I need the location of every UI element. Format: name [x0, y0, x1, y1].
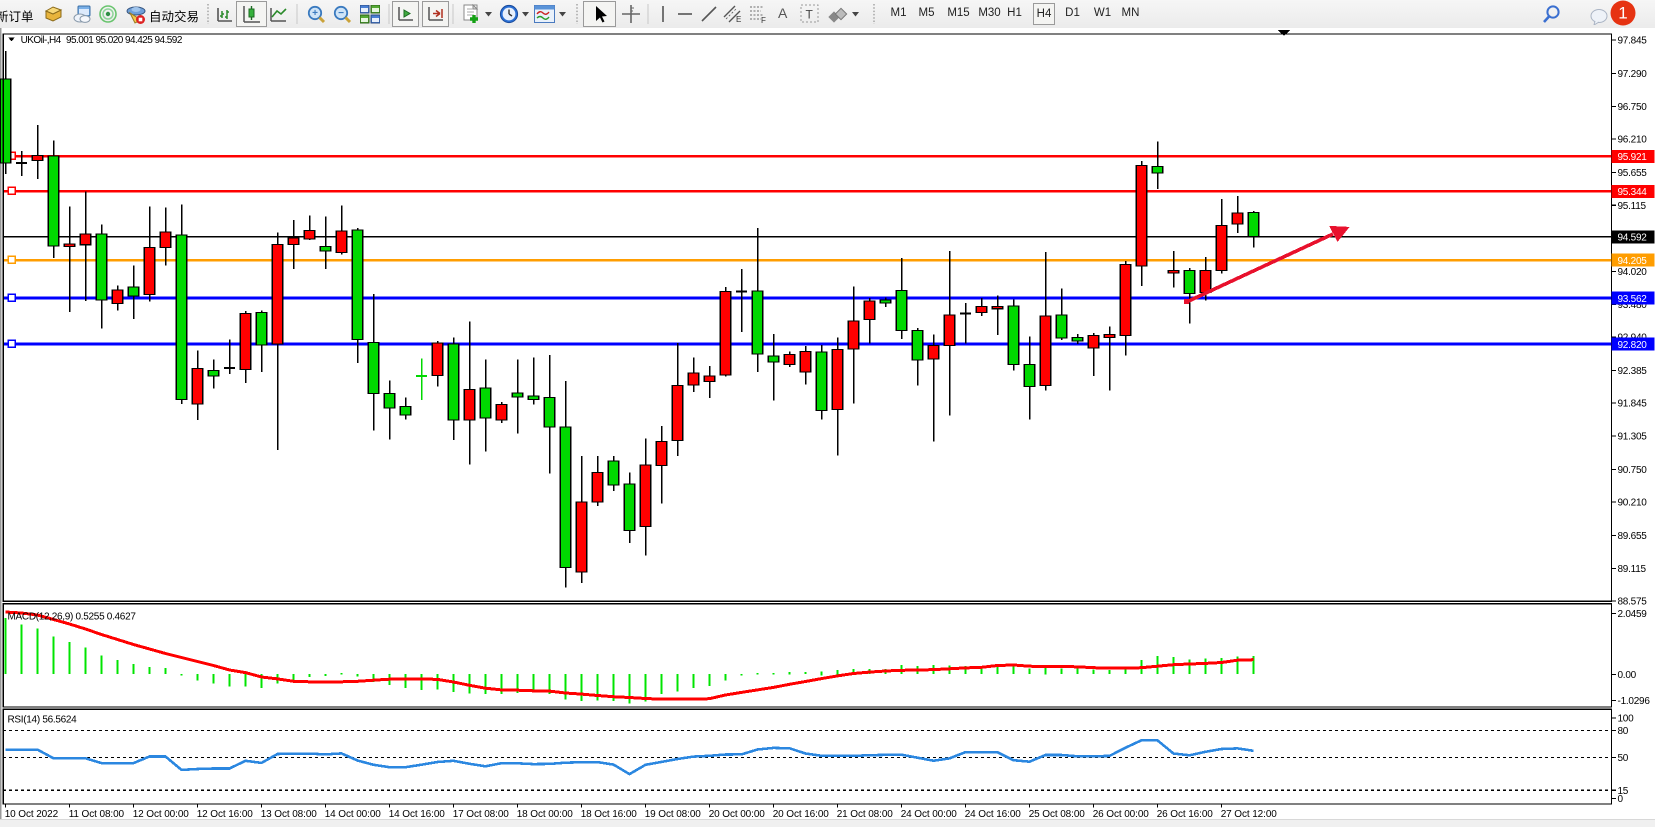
svg-text:100: 100	[1618, 713, 1635, 724]
svg-text:2.0459: 2.0459	[1618, 609, 1648, 620]
svg-text:17 Oct 08:00: 17 Oct 08:00	[453, 809, 510, 820]
svg-text:E: E	[736, 15, 741, 24]
svg-text:95.344: 95.344	[1618, 187, 1648, 198]
svg-text:93.480: 93.480	[1618, 300, 1648, 311]
svg-text:12 Oct 00:00: 12 Oct 00:00	[133, 809, 190, 820]
svg-text:20 Oct 16:00: 20 Oct 16:00	[773, 809, 830, 820]
svg-text:91.305: 91.305	[1618, 431, 1648, 442]
svg-text:14 Oct 00:00: 14 Oct 00:00	[325, 809, 382, 820]
svg-text:T: T	[806, 8, 814, 22]
svg-text:80: 80	[1618, 726, 1629, 737]
svg-text:13 Oct 08:00: 13 Oct 08:00	[261, 809, 318, 820]
svg-text:91.845: 91.845	[1618, 399, 1648, 410]
svg-text:50: 50	[1618, 753, 1629, 764]
svg-text:21 Oct 08:00: 21 Oct 08:00	[837, 809, 894, 820]
svg-text:24 Oct 16:00: 24 Oct 16:00	[965, 809, 1022, 820]
svg-text:1: 1	[1618, 4, 1627, 23]
svg-text:10 Oct 2022: 10 Oct 2022	[5, 809, 59, 820]
svg-text:+: +	[312, 8, 318, 19]
svg-text:94.205: 94.205	[1618, 256, 1648, 267]
svg-text:92.820: 92.820	[1618, 340, 1648, 351]
svg-text:90.750: 90.750	[1618, 465, 1648, 476]
svg-text:97.290: 97.290	[1618, 69, 1648, 80]
svg-text:11 Oct 08:00: 11 Oct 08:00	[69, 809, 125, 820]
svg-text:12 Oct 16:00: 12 Oct 16:00	[197, 809, 254, 820]
svg-text:25 Oct 08:00: 25 Oct 08:00	[1029, 809, 1086, 820]
svg-text:UKOil-,H4: UKOil-,H4	[21, 35, 62, 46]
svg-text:95.655: 95.655	[1618, 168, 1648, 179]
svg-text:88.575: 88.575	[1618, 597, 1648, 608]
svg-text:27 Oct 12:00: 27 Oct 12:00	[1221, 809, 1278, 820]
svg-text:92.385: 92.385	[1618, 366, 1648, 377]
svg-text:0: 0	[1618, 794, 1624, 805]
svg-text:26 Oct 16:00: 26 Oct 16:00	[1157, 809, 1214, 820]
svg-text:−: −	[338, 8, 344, 19]
svg-text:96.750: 96.750	[1618, 102, 1648, 113]
svg-text:26 Oct 00:00: 26 Oct 00:00	[1093, 809, 1150, 820]
svg-text:F: F	[761, 16, 766, 24]
svg-text:94.020: 94.020	[1618, 267, 1648, 278]
svg-text:97.845: 97.845	[1618, 36, 1648, 47]
svg-text:20 Oct 00:00: 20 Oct 00:00	[709, 809, 766, 820]
svg-text:-1.0296: -1.0296	[1618, 696, 1651, 707]
svg-text:89.655: 89.655	[1618, 531, 1648, 542]
svg-text:90.210: 90.210	[1618, 498, 1648, 509]
svg-text:18 Oct 00:00: 18 Oct 00:00	[517, 809, 574, 820]
svg-text:95.115: 95.115	[1618, 201, 1647, 212]
svg-text:24 Oct 00:00: 24 Oct 00:00	[901, 809, 958, 820]
svg-text:94.592: 94.592	[1618, 233, 1648, 244]
svg-text:93.562: 93.562	[1618, 294, 1648, 305]
svg-text:19 Oct 08:00: 19 Oct 08:00	[645, 809, 702, 820]
svg-text:15: 15	[1618, 786, 1629, 797]
svg-text:14 Oct 16:00: 14 Oct 16:00	[389, 809, 446, 820]
svg-text:95.921: 95.921	[1618, 152, 1648, 163]
svg-text:MACD(12,26,9) 0.5255 0.4627: MACD(12,26,9) 0.5255 0.4627	[8, 612, 137, 623]
svg-text:0.00: 0.00	[1618, 670, 1637, 681]
svg-text:95.001 95.020 94.425 94.592: 95.001 95.020 94.425 94.592	[66, 35, 183, 46]
svg-text:RSI(14) 56.5624: RSI(14) 56.5624	[8, 715, 78, 726]
svg-text:96.210: 96.210	[1618, 135, 1648, 146]
svg-text:89.115: 89.115	[1618, 564, 1647, 575]
svg-text:18 Oct 16:00: 18 Oct 16:00	[581, 809, 638, 820]
